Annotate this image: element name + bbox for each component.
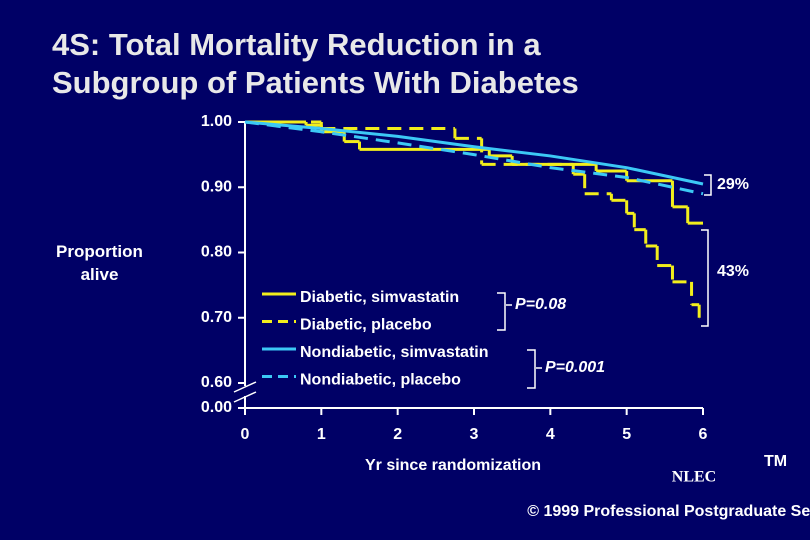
chart-title: 4S: Total Mortality Reduction in a Subgr… (52, 27, 579, 100)
legend-label: Nondiabetic, simvastatin (300, 344, 489, 361)
trademark: TM (764, 453, 787, 470)
axis-break (233, 391, 257, 403)
y-tick-label: 0.00 (201, 399, 232, 416)
survival-line (244, 120, 704, 186)
x-tick-label: 5 (622, 426, 631, 443)
survival-line (244, 120, 704, 196)
legend-label: Diabetic, simvastatin (300, 289, 459, 306)
y-tick-label: 0.60 (201, 374, 232, 391)
p-value: P=0.08 (515, 296, 566, 313)
x-tick-label: 1 (317, 426, 326, 443)
legend-label: Nondiabetic, placebo (300, 372, 461, 389)
bracket (704, 174, 712, 196)
x-tick-label: 2 (393, 426, 402, 443)
x-axis-label: Yr since randomization (365, 457, 541, 474)
y-tick-label: 0.90 (201, 178, 232, 195)
bracket (701, 229, 709, 327)
y-tick-label: 1.00 (201, 113, 232, 130)
logo: NLEC (672, 469, 716, 486)
reduction-label: 43% (717, 263, 749, 280)
axis-break (233, 381, 257, 393)
x-tick-label: 3 (470, 426, 479, 443)
y-tick-label: 0.80 (201, 244, 232, 261)
bracket (497, 292, 506, 331)
p-value: P=0.001 (545, 359, 605, 376)
y-axis-label: Proportion alive (56, 242, 143, 284)
bracket (527, 349, 536, 389)
x-tick-label: 6 (699, 426, 708, 443)
x-tick-label: 4 (546, 426, 555, 443)
x-tick-label: 0 (241, 426, 250, 443)
reduction-label: 29% (717, 176, 749, 193)
y-tick-label: 0.70 (201, 309, 232, 326)
copyright: © 1999 Professional Postgraduate Service… (527, 503, 810, 520)
legend-label: Diabetic, placebo (300, 317, 432, 334)
